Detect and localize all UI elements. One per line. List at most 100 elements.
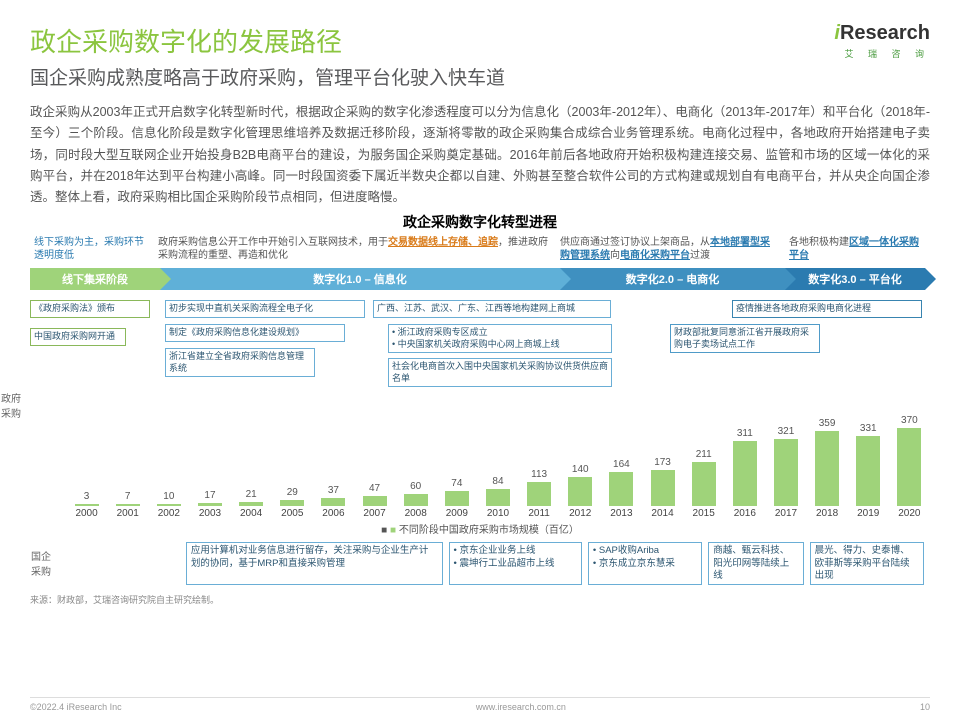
year-label: 2019 [848, 508, 889, 519]
bar [75, 504, 99, 506]
event-box: 浙江省建立全省政府采购信息管理系统 [165, 348, 315, 377]
bar [815, 431, 839, 507]
bar [157, 504, 181, 506]
bar-value: 370 [901, 415, 918, 426]
bar-group: 321 [765, 426, 806, 507]
bar-group: 17 [189, 490, 230, 507]
x-axis-title: ■ 不同阶段中国政府采购市场规模（百亿） [30, 521, 930, 536]
year-label: 2010 [477, 508, 518, 519]
logo-sub: 艾 瑞 咨 询 [834, 47, 930, 60]
source: 来源：财政部，艾瑞咨询研究院自主研究绘制。 [30, 593, 930, 606]
bar [280, 500, 304, 506]
soe-box: 应用计算机对业务信息进行留存，关注采购与企业生产计划的协同，基于MRP和直接采购… [186, 542, 443, 585]
soe-box [66, 542, 180, 585]
bar [404, 494, 428, 507]
phase-desc: 政府采购信息公开工作中开始引入互联网技术，用于交易数据线上存储、追踪，推进政府采… [154, 234, 552, 264]
bar [445, 491, 469, 507]
bar [856, 436, 880, 506]
axis-gov: 政府 采购 [0, 390, 26, 420]
year-label: 2005 [272, 508, 313, 519]
header: 政企采购数字化的发展路径 国企采购成熟度略高于政府采购，管理平台化驶入快车道 i… [30, 22, 930, 90]
footer: ©2022.4 iResearch Inc www.iresearch.com.… [30, 697, 930, 712]
bar [692, 462, 716, 506]
bar-value: 331 [860, 423, 877, 434]
bar-value: 321 [778, 426, 795, 437]
year-label: 2012 [560, 508, 601, 519]
soe-box: 晨光、得力、史泰博、欧菲斯等采购平台陆续出现 [810, 542, 924, 585]
phase-segment: 数字化2.0 – 电商化 [560, 268, 785, 290]
bar-group: 370 [889, 415, 930, 506]
bar [198, 503, 222, 507]
event-box: • 浙江政府采购专区成立 • 中央国家机关政府采购中心网上商城上线 [388, 324, 612, 353]
bar [651, 470, 675, 506]
bar-group: 359 [807, 418, 848, 507]
bar [609, 472, 633, 507]
bar-value: 84 [492, 476, 503, 487]
phase-bar: 线下集采阶段数字化1.0 – 信息化数字化2.0 – 电商化数字化3.0 – 平… [30, 268, 930, 290]
bar [527, 482, 551, 506]
bar-group: 29 [272, 487, 313, 506]
bar-group: 74 [436, 478, 477, 507]
bar-value: 37 [328, 485, 339, 496]
year-label: 2008 [395, 508, 436, 519]
year-axis: 2000200120022003200420052006200720082009… [30, 508, 930, 519]
phase-desc: 线下采购为主，采购环节透明度低 [30, 234, 150, 264]
phase-desc: 各地积极构建区域一体化采购平台 [785, 234, 925, 264]
page-title: 政企采购数字化的发展路径 [30, 22, 834, 59]
bar [486, 489, 510, 507]
year-label: 2001 [107, 508, 148, 519]
bar-value: 47 [369, 483, 380, 494]
year-label: 2002 [148, 508, 189, 519]
bar-group: 140 [560, 464, 601, 507]
event-box: 社会化电商首次入围中央国家机关采购协议供货供应商名单 [388, 358, 612, 387]
year-label: 2004 [231, 508, 272, 519]
bar-value: 3 [84, 491, 90, 502]
footer-left: ©2022.4 iResearch Inc [30, 702, 122, 712]
bar-group: 173 [642, 457, 683, 506]
bar-value: 74 [451, 478, 462, 489]
gov-events: 政府 采购 《政府采购法》颁布中国政府采购网开通初步实现中直机关采购流程全电子化… [30, 294, 930, 414]
bar-value: 60 [410, 481, 421, 492]
bar-group: 10 [148, 491, 189, 506]
year-label: 2003 [189, 508, 230, 519]
year-label: 2018 [807, 508, 848, 519]
event-box: 财政部批复同意浙江省开展政府采购电子卖场试点工作 [670, 324, 820, 353]
bar [733, 441, 757, 507]
phase-segment: 数字化1.0 – 信息化 [160, 268, 560, 290]
year-label: 2011 [519, 508, 560, 519]
year-label: 2015 [683, 508, 724, 519]
chart-title: 政企采购数字化转型进程 [30, 212, 930, 232]
logo-word: Research [840, 22, 930, 44]
bar-value: 29 [287, 487, 298, 498]
phase-desc-row: 线下采购为主，采购环节透明度低政府采购信息公开工作中开始引入互联网技术，用于交易… [30, 234, 930, 264]
bar-value: 359 [819, 418, 836, 429]
page-subtitle: 国企采购成熟度略高于政府采购，管理平台化驶入快车道 [30, 63, 834, 90]
axis-soe: 国企 采购 [26, 548, 56, 578]
soe-box: • 京东企业业务上线 • 震坤行工业品超市上线 [449, 542, 582, 585]
event-box: 广西、江苏、武汉、广东、江西等地构建网上商城 [373, 300, 611, 317]
phase-desc: 供应商通过签订协议上架商品，从本地部署型采购管理系统向电商化采购平台过渡 [556, 234, 781, 264]
bar-group: 113 [519, 469, 560, 506]
footer-center: www.iresearch.com.cn [476, 702, 566, 712]
bar [774, 439, 798, 507]
bar-value: 7 [125, 491, 131, 502]
bar [568, 477, 592, 507]
bar-value: 21 [246, 489, 257, 500]
bar-group: 84 [477, 476, 518, 507]
year-label: 2020 [889, 508, 930, 519]
bar-value: 10 [163, 491, 174, 502]
bar-chart: 3710172129374760748411314016417321131132… [30, 416, 930, 506]
logo: iResearch 艾 瑞 咨 询 [834, 22, 930, 60]
bar-value: 17 [204, 490, 215, 501]
bar-value: 311 [737, 428, 753, 439]
bar [116, 504, 140, 506]
bar [897, 428, 921, 506]
bar [321, 498, 345, 506]
phase-segment: 线下集采阶段 [30, 268, 160, 290]
soe-box: 商越、甄云科技、阳光印网等陆续上线 [708, 542, 803, 585]
bar-group: 3 [66, 491, 107, 506]
bar-group: 331 [848, 423, 889, 506]
bar [239, 502, 263, 506]
year-label: 2000 [66, 508, 107, 519]
year-label: 2007 [354, 508, 395, 519]
